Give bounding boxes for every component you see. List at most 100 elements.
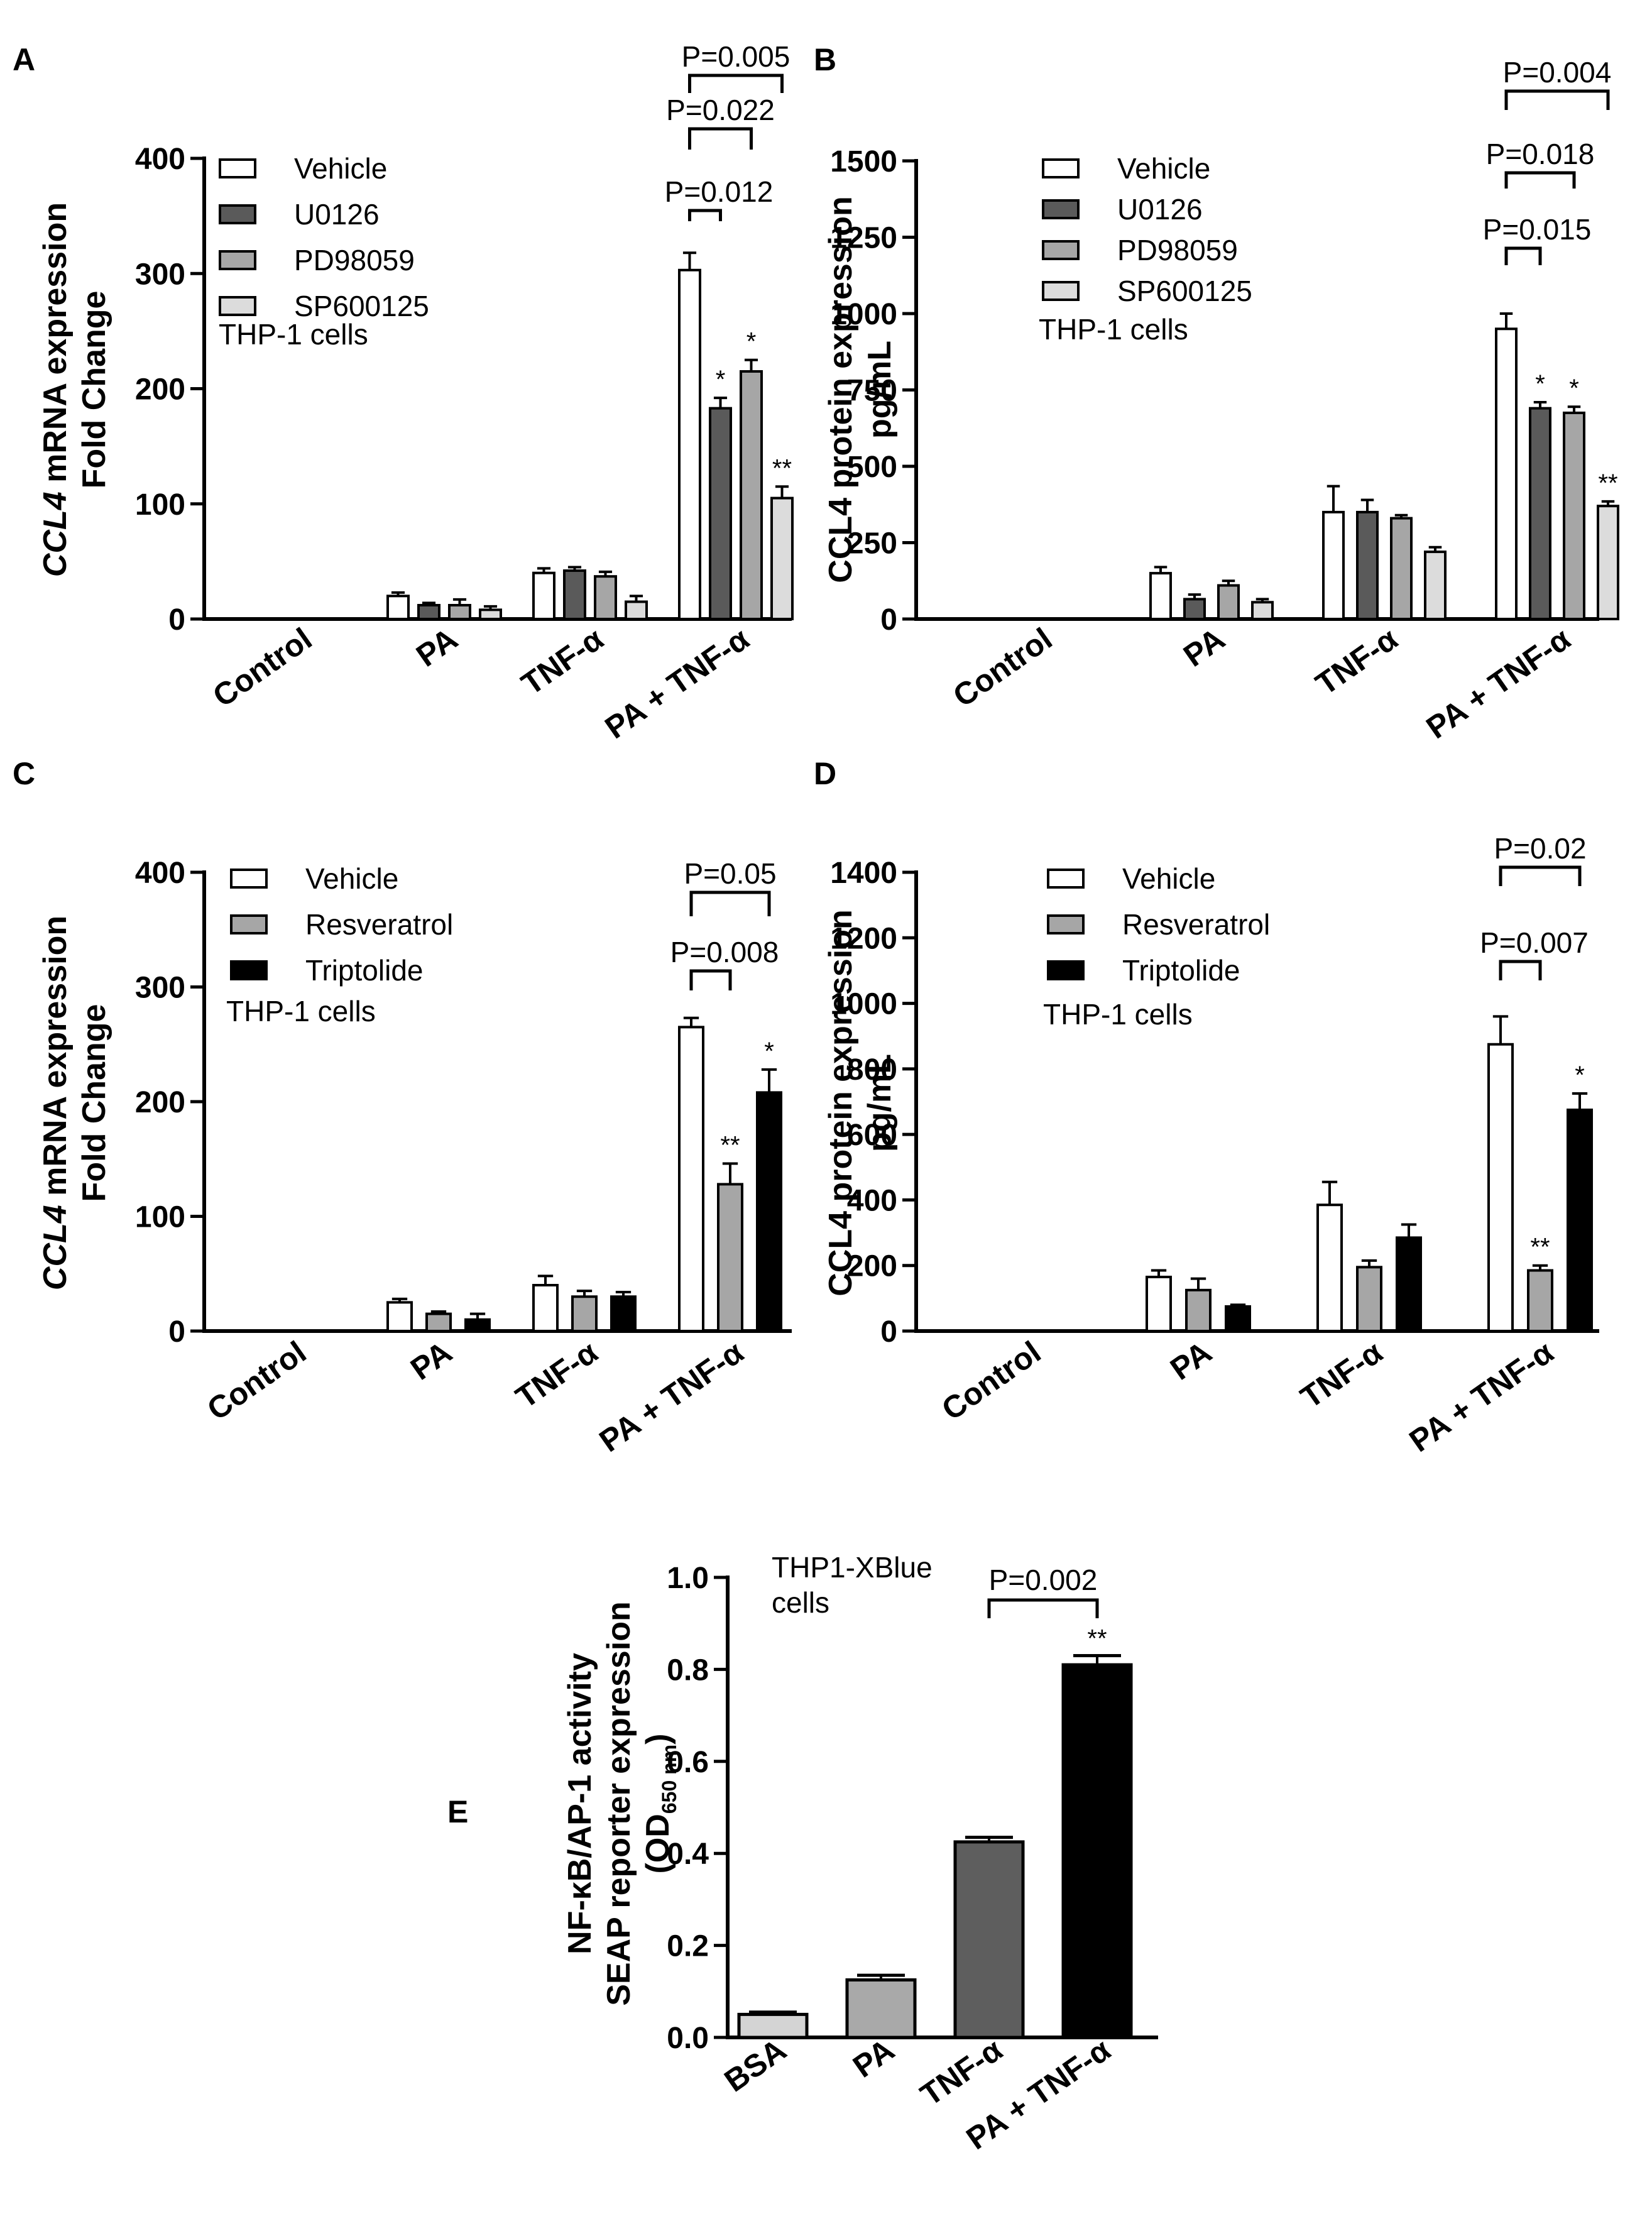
category-label-control: Control [207, 621, 319, 714]
bar-pd98059-pa-tnf [1563, 411, 1585, 620]
significance-mark: * [716, 366, 726, 393]
p-value-label: P=0.018 [1486, 138, 1595, 170]
legend-label-resveratrol: Resveratrol [305, 908, 453, 941]
bar-bsa [737, 2012, 809, 2039]
legend-label-pd98059: PD98059 [1117, 234, 1238, 266]
category-label-tnf: TNF-α [1294, 1334, 1389, 1415]
p-value-label: P=0.002 [989, 1564, 1098, 1596]
bar-vehicle-pa-tnf [678, 268, 701, 620]
y-tick-label: 1000 [830, 988, 897, 1021]
y-axis-label-line2: Fold Change [76, 1004, 112, 1202]
legend-swatch-sp600125 [219, 296, 256, 316]
bar-vehicle-pa [1149, 572, 1172, 620]
y-tick-label: 0.8 [667, 1653, 709, 1687]
bar-sp600125-tnf [1424, 551, 1447, 621]
panel-label: A [13, 42, 35, 77]
y-tick-label: 300 [135, 258, 185, 291]
bar-sp600125-tnf [625, 600, 648, 621]
y-axis-label-line2: Fold Change [76, 291, 112, 489]
bar-vehicle-pa-tnf [678, 1026, 704, 1332]
legend-label-sp600125: SP600125 [294, 290, 429, 322]
y-tick-label: 0 [880, 603, 897, 637]
category-label-pa-tnf: PA + TNF-α [1420, 621, 1577, 745]
y-tick-label: 400 [135, 857, 185, 890]
legend-swatch-u0126 [1042, 199, 1080, 219]
y-axis-label-line2: SEAP reporter expression [601, 1601, 637, 2006]
bar-u0126-pa-tnf [1529, 407, 1551, 620]
bar-pa [845, 1978, 917, 2039]
bar-u0126-pa [417, 604, 440, 621]
y-axis-label: CCL4 mRNA expression [37, 202, 74, 577]
p-value-label: P=0.004 [1503, 56, 1612, 89]
y-axis-label-line1: NF-κB/AP-1 activity [562, 1653, 598, 1954]
bar-triptolide-pa-tnf [756, 1091, 782, 1333]
y-tick-label: 100 [135, 488, 185, 522]
category-label-pa: PA [1164, 1334, 1218, 1387]
y-tick-label: 0.0 [667, 2022, 709, 2055]
y-tick-label: 750 [847, 375, 897, 408]
y-axis-label-line2: pg/mL [862, 1054, 898, 1152]
y-axis-label-italic: CCL4 [37, 1205, 74, 1290]
significance-bracket [1499, 960, 1542, 980]
category-label-control: Control [947, 621, 1059, 714]
bar-resveratrol-tnf [571, 1295, 598, 1332]
bar-sp600125-pa [479, 608, 502, 621]
bar-u0126-pa [1183, 598, 1206, 620]
bar-vehicle-tnf [532, 1284, 559, 1332]
y-axis-label-subscript: 650 nm [658, 1745, 681, 1814]
bar-u0126-tnf [563, 569, 586, 620]
legend-label-pd98059: PD98059 [294, 244, 415, 277]
bar-resveratrol-pa [1185, 1288, 1212, 1333]
bar-triptolide-tnf [1396, 1236, 1422, 1332]
legend-label-triptolide: Triptolide [1122, 954, 1240, 987]
p-value-label: P=0.012 [665, 175, 774, 208]
y-tick-label: 500 [847, 451, 897, 484]
legend-swatch-resveratrol [230, 914, 268, 934]
category-label-pa-tnf: PA + TNF-α [1403, 1334, 1560, 1459]
significance-mark: ** [720, 1132, 740, 1159]
category-label-tnf: TNF-α [515, 621, 610, 702]
bar-vehicle-pa [1146, 1275, 1172, 1332]
legend-swatch-sp600125 [1042, 281, 1080, 301]
significance-bracket [689, 969, 732, 990]
y-tick-label: 600 [847, 1119, 897, 1152]
y-tick-label: 1500 [830, 145, 897, 178]
bar-vehicle-tnf [532, 571, 555, 621]
legend-swatch-resveratrol [1047, 914, 1085, 934]
y-tick-label: 0 [880, 1315, 897, 1349]
y-tick-label: 200 [847, 1250, 897, 1283]
legend-swatch-vehicle [230, 869, 268, 889]
legend-swatch-pd98059 [1042, 240, 1080, 260]
significance-mark: ** [1530, 1234, 1550, 1261]
category-label-pa-tnf: PA + TNF-α [599, 621, 756, 745]
legend-label-vehicle: Vehicle [305, 862, 398, 895]
panel-label: C [13, 756, 35, 791]
category-label-pa-tnf: PA + TNF-α [593, 1334, 750, 1459]
y-tick-label: 0.4 [667, 1838, 709, 1871]
panel-e: E 0.0 0.2 0.4 0.6 0.8 1.0 NF-κB/AP-1 activity SE… [447, 1551, 1158, 2156]
significance-mark: * [764, 1038, 774, 1065]
y-axis-label-od: (OD [640, 1814, 676, 1873]
legend-label-sp600125: SP600125 [1117, 275, 1252, 307]
panel-b: B 0 250 500 750 1000 1250 1500 CCL4 protein expr… [814, 42, 1619, 745]
bar-vehicle-pa [386, 595, 410, 620]
y-tick-label: 1400 [830, 857, 897, 890]
y-tick-label: 0 [168, 603, 185, 637]
y-tick-label: 400 [135, 143, 185, 176]
bar-u0126-tnf [1356, 510, 1379, 621]
y-axis-label-line3: (OD650 nm) [640, 1734, 681, 1874]
p-value-label: P=0.02 [1494, 832, 1586, 865]
panel-a: A 0 100 200 300 400 CCL4 mRNA expression Fold C… [13, 40, 794, 745]
significance-mark: ** [1598, 469, 1617, 497]
significance-bracket [1504, 171, 1576, 189]
y-axis-label: CCL4 protein expression [823, 196, 859, 583]
panel-label: D [814, 756, 836, 791]
bar-resveratrol-tnf [1356, 1266, 1382, 1332]
significance-mark: * [1535, 370, 1545, 398]
significance-bracket [1504, 246, 1542, 265]
y-tick-label: 1200 [830, 922, 897, 955]
cell-note-line1: THP1-XBlue [772, 1551, 933, 1584]
significance-mark: * [1569, 375, 1579, 402]
legend-label-u0126: U0126 [294, 198, 380, 231]
